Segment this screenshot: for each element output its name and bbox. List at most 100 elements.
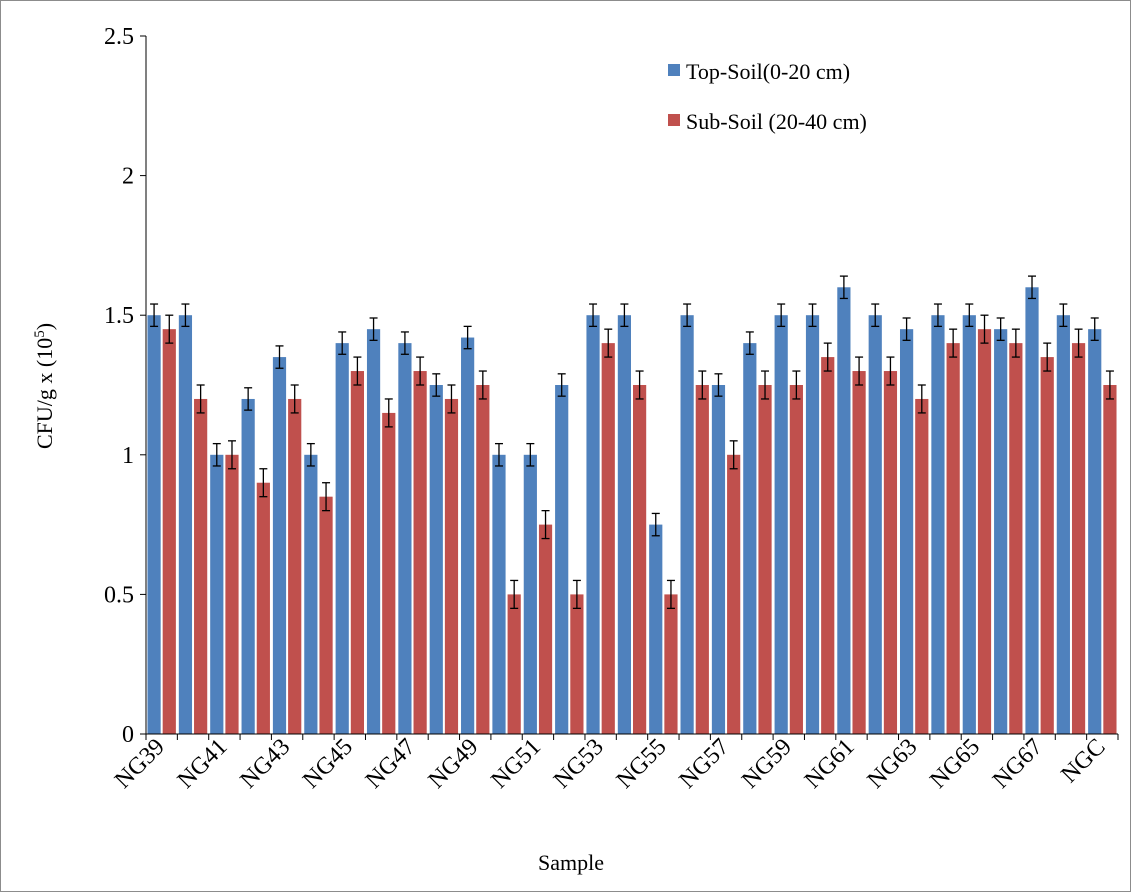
y-tick-label: 0.5 xyxy=(104,582,134,608)
error-bar-sub-soil-ng61 xyxy=(855,356,864,386)
y-ticks-layer: 0 0.5 1 1.5 2 2.5 xyxy=(104,24,146,748)
x-tick-label-ng47: NG47 xyxy=(361,734,421,794)
bar-top-soil-ng66 xyxy=(994,329,1008,734)
bar-top-soil-ng63 xyxy=(899,329,914,734)
y-tick-label: 1 xyxy=(122,443,134,469)
bar-sub-soil-ng53 xyxy=(601,343,615,734)
x-tick-label-ng49: NG49 xyxy=(424,734,484,794)
bar-top-soil-ng49 xyxy=(461,337,475,734)
bar-sub-soil-ng43 xyxy=(288,398,302,734)
bar-sub-soil-ng62 xyxy=(883,371,898,734)
bar-top-soil-ng40 xyxy=(178,315,193,734)
bar-sub-soil-ng52 xyxy=(570,594,584,734)
bar-top-soil-ng59 xyxy=(774,315,788,734)
x-tick-label-ng45: NG45 xyxy=(298,734,358,794)
bar-top-soil-ng51 xyxy=(523,454,537,734)
bar-sub-soil-ng47 xyxy=(413,371,427,734)
error-bar-sub-soil-ng64 xyxy=(949,328,958,358)
error-bar-top-soil-ng53 xyxy=(589,303,598,328)
bar-sub-soil-ng40 xyxy=(194,398,208,734)
error-bar-top-soil-ng50 xyxy=(494,442,503,467)
x-tick-label-ng63: NG63 xyxy=(863,734,923,794)
error-bar-top-soil-ng64 xyxy=(933,303,942,328)
bar-sub-soil-ng58 xyxy=(758,385,772,734)
x-tick-label-ng41: NG41 xyxy=(173,734,233,794)
bar-sub-soil-ng63 xyxy=(915,398,929,734)
bar-sub-soil-ng48 xyxy=(444,398,459,734)
legend-swatch-sub-soil xyxy=(668,114,680,126)
bar-sub-soil-ng44 xyxy=(319,496,333,734)
error-bar-sub-soil-ng52 xyxy=(572,579,581,610)
bar-sub-soil-ng64 xyxy=(946,343,960,734)
x-ticks-layer: NG39 NG41 NG43 NG45 NG47 NG49 NG51 NG53 NG55 NG57… xyxy=(110,734,1119,794)
error-bar-sub-soil-ng50 xyxy=(510,579,519,610)
error-bar-top-soil-ng67 xyxy=(1028,275,1037,300)
x-tick-label-ngc: NGC xyxy=(1056,734,1110,788)
bar-sub-soil-ng54 xyxy=(633,385,647,734)
error-bar-top-soil-ng52 xyxy=(557,373,566,397)
error-bar-top-soil-ng43 xyxy=(275,345,284,369)
error-bar-top-soil-ng39 xyxy=(150,303,159,328)
error-bar-top-soil-ng58 xyxy=(745,331,754,355)
bar-sub-soil-ng42 xyxy=(256,482,270,734)
bar-top-soil-ng41 xyxy=(210,454,224,734)
error-bar-top-soil-ng40 xyxy=(181,303,190,328)
bar-top-soil-ng47 xyxy=(398,343,412,734)
bar-top-soil-ng60 xyxy=(805,315,820,734)
error-bar-sub-soil-ng67 xyxy=(1043,342,1052,372)
bar-sub-soil-ng66 xyxy=(1009,343,1023,734)
bar-top-soil-ng43 xyxy=(272,357,287,734)
bar-sub-soil-ng46 xyxy=(382,412,396,734)
error-bar-sub-soil-ng59 xyxy=(792,370,801,400)
error-bar-sub-soil-ng60 xyxy=(823,342,832,372)
bar-sub-soil-ng51 xyxy=(538,524,553,734)
error-bar-sub-soil-ng66 xyxy=(1011,328,1020,358)
bar-sub-soil-ng56 xyxy=(695,385,709,734)
error-bar-sub-soil-ng45 xyxy=(353,356,362,386)
bar-top-soil-ng61 xyxy=(837,287,851,734)
bar-sub-soil-ng49 xyxy=(476,385,490,734)
bar-sub-soil-ng60 xyxy=(821,357,835,734)
error-bar-top-soil-ng41 xyxy=(212,442,221,467)
error-bar-sub-soil-ng51 xyxy=(541,509,550,540)
bar-sub-soil-ng41 xyxy=(225,454,239,734)
bar-top-soil-ng68 xyxy=(1056,315,1070,734)
error-bar-sub-soil-ng46 xyxy=(384,398,393,428)
error-bar-top-soil-ng63 xyxy=(902,317,911,341)
error-bar-sub-soil-ng56 xyxy=(698,370,707,400)
y-tick-label: 2.5 xyxy=(104,24,134,50)
bars-layer xyxy=(147,287,1117,734)
error-bar-top-soil-ng59 xyxy=(777,303,786,328)
x-tick-label-ng51: NG51 xyxy=(486,734,546,794)
error-bar-top-soil-ng60 xyxy=(808,303,817,328)
bar-top-soil-ng55 xyxy=(649,524,663,734)
error-bar-sub-soil-ng42 xyxy=(259,468,268,498)
error-bar-top-soil-ngc xyxy=(1090,317,1099,341)
error-bar-sub-soil-ng43 xyxy=(290,384,299,414)
bar-top-soil-ng52 xyxy=(555,385,569,734)
error-bar-top-soil-ng65 xyxy=(965,303,974,328)
error-bar-top-soil-ng47 xyxy=(400,331,409,355)
bar-top-soil-ng56 xyxy=(680,315,694,734)
bar-sub-soil-ng59 xyxy=(789,385,803,734)
bar-top-soil-ng54 xyxy=(617,315,631,734)
bar-sub-soil-ng39 xyxy=(162,329,176,734)
error-bar-top-soil-ng42 xyxy=(244,387,253,411)
error-bar-top-soil-ng68 xyxy=(1059,303,1068,328)
error-bar-sub-soil-ng65 xyxy=(980,314,989,344)
error-bar-top-soil-ng51 xyxy=(526,442,535,467)
bar-top-soil-ng46 xyxy=(366,329,381,734)
bar-sub-soil-ng55 xyxy=(664,594,678,734)
error-bar-sub-soil-ng44 xyxy=(322,482,331,512)
error-bar-top-soil-ng48 xyxy=(432,373,441,397)
x-tick-label-ng67: NG67 xyxy=(988,734,1048,794)
error-bar-top-soil-ng46 xyxy=(369,317,378,341)
x-axis-title: Sample xyxy=(538,850,604,875)
bar-sub-soil-ng50 xyxy=(507,594,521,734)
bar-top-soil-ng39 xyxy=(147,315,161,734)
error-bar-sub-soil-ngc xyxy=(1105,370,1114,400)
error-bar-top-soil-ng56 xyxy=(683,303,692,328)
bar-sub-soil-ng68 xyxy=(1071,343,1086,734)
bar-top-soil-ng48 xyxy=(429,385,443,734)
